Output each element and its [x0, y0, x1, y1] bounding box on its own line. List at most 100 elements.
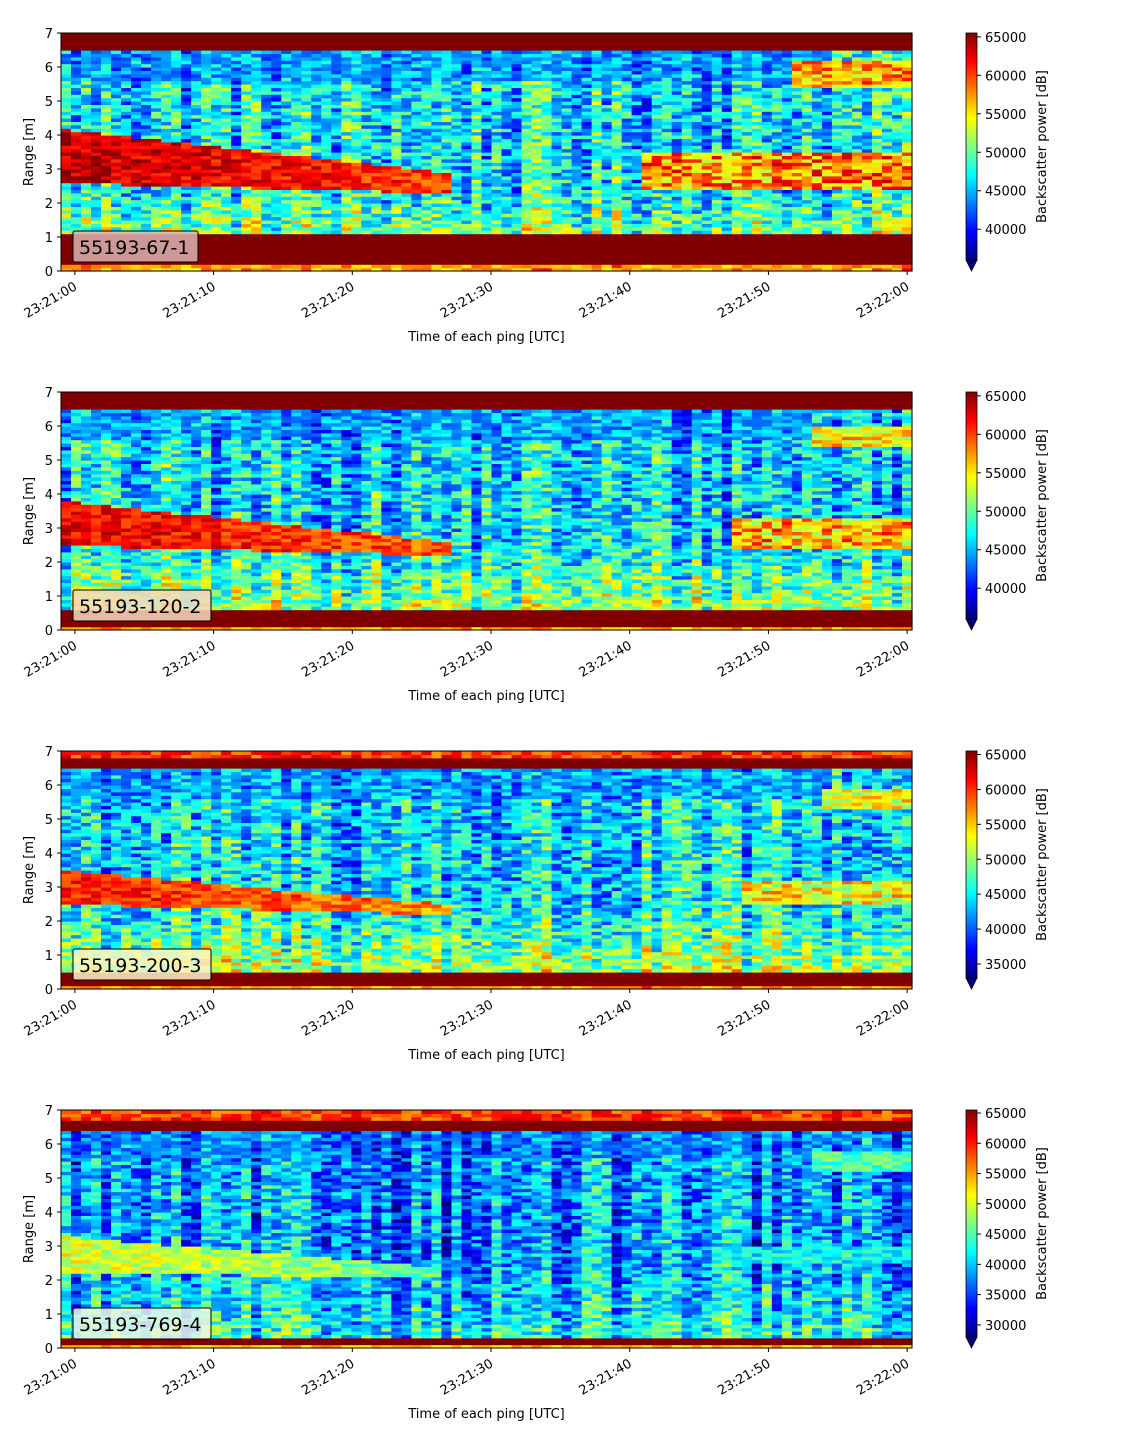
heatmap-cell	[101, 159, 112, 163]
heatmap-cell	[351, 183, 362, 187]
heatmap-cell	[101, 166, 112, 170]
heatmap-cell	[692, 142, 703, 146]
heatmap-cell	[461, 244, 472, 248]
heatmap-cell	[572, 227, 583, 231]
heatmap-cell	[502, 264, 513, 268]
heatmap-cell	[271, 33, 282, 37]
heatmap-cell	[642, 176, 653, 180]
heatmap-cell	[411, 251, 422, 255]
heatmap-cell	[201, 166, 212, 170]
heatmap-cell	[61, 264, 72, 268]
heatmap-cell	[742, 244, 753, 248]
heatmap-cell	[291, 217, 302, 221]
heatmap-cell	[401, 142, 412, 146]
heatmap-cell	[341, 234, 352, 238]
heatmap-cell	[341, 159, 352, 163]
heatmap-cell	[752, 210, 763, 214]
heatmap-cell	[391, 176, 402, 180]
heatmap-cell	[81, 159, 92, 163]
heatmap-cell	[622, 159, 633, 163]
heatmap-cell	[451, 244, 462, 248]
heatmap-cell	[702, 166, 713, 170]
heatmap-cell	[612, 244, 623, 248]
heatmap-cell	[622, 132, 633, 136]
heatmap-cell	[592, 210, 603, 214]
heatmap-cell	[752, 193, 763, 197]
heatmap-cell	[231, 234, 242, 238]
heatmap-cell	[271, 159, 282, 163]
heatmap-cell	[441, 183, 452, 187]
heatmap-cell	[101, 264, 112, 268]
heatmap-cell	[121, 183, 132, 187]
heatmap-cell	[371, 33, 382, 37]
heatmap-cell	[652, 132, 663, 136]
heatmap-cell	[712, 227, 723, 231]
heatmap-cell	[431, 193, 442, 197]
heatmap-cell	[131, 183, 142, 187]
heatmap-cell	[231, 142, 242, 146]
heatmap-cell	[542, 176, 553, 180]
heatmap-cell	[361, 142, 372, 146]
heatmap-cell	[612, 33, 623, 37]
heatmap-cell	[441, 149, 452, 153]
heatmap-cell	[241, 149, 252, 153]
heatmap-cell	[772, 234, 783, 238]
heatmap-cell	[321, 210, 332, 214]
heatmap-cell	[552, 166, 563, 170]
heatmap-cell	[261, 244, 272, 248]
heatmap-cell	[662, 264, 673, 268]
heatmap-cell	[401, 264, 412, 268]
heatmap-cell	[331, 142, 342, 146]
heatmap-cell	[461, 193, 472, 197]
heatmap-cell	[702, 234, 713, 238]
heatmap-cell	[381, 244, 392, 248]
heatmap-cell	[642, 132, 653, 136]
heatmap-cell	[692, 193, 703, 197]
heatmap-cell	[401, 33, 412, 37]
heatmap-cell	[471, 251, 482, 255]
heatmap-cell	[291, 183, 302, 187]
heatmap-cell	[151, 142, 162, 146]
heatmap-cell	[81, 142, 92, 146]
heatmap-cell	[131, 33, 142, 37]
heatmap-cell	[61, 132, 72, 136]
heatmap-cell	[121, 227, 132, 231]
heatmap-cell	[642, 210, 653, 214]
heatmap-cell	[361, 183, 372, 187]
heatmap-cell	[562, 193, 573, 197]
heatmap-cell	[311, 166, 322, 170]
heatmap-cell	[361, 251, 372, 255]
panel-1: 0123456723:21:00 23:21:10 23:21:20 23:21:30…	[22, 27, 1050, 345]
heatmap-cell	[351, 200, 362, 204]
heatmap-cell	[642, 142, 653, 146]
heatmap-cell	[572, 210, 583, 214]
heatmap-cell	[71, 132, 82, 136]
heatmap-cell	[241, 33, 252, 37]
heatmap-cell	[582, 234, 593, 238]
heatmap-cell	[431, 244, 442, 248]
heatmap-cell	[321, 244, 332, 248]
heatmap-cell	[742, 227, 753, 231]
heatmap-cell	[431, 149, 442, 153]
heatmap-cell	[652, 227, 663, 231]
heatmap-cell	[321, 176, 332, 180]
heatmap-cell	[572, 200, 583, 204]
heatmap-cell	[291, 210, 302, 214]
heatmap-cell	[652, 159, 663, 163]
heatmap-cell	[622, 149, 633, 153]
heatmap-cell	[441, 132, 452, 136]
heatmap-cell	[622, 210, 633, 214]
heatmap-cell	[311, 234, 322, 238]
heatmap-cell	[532, 183, 543, 187]
heatmap-cell	[61, 159, 72, 163]
heatmap-cell	[592, 159, 603, 163]
heatmap-cell	[371, 200, 382, 204]
heatmap-cell	[111, 210, 122, 214]
heatmap-cell	[512, 149, 523, 153]
heatmap-cell	[461, 132, 472, 136]
heatmap-cell	[411, 166, 422, 170]
heatmap-cell	[431, 234, 442, 238]
heatmap-cell	[351, 234, 362, 238]
heatmap-cell	[161, 166, 172, 170]
heatmap-cell	[231, 264, 242, 268]
